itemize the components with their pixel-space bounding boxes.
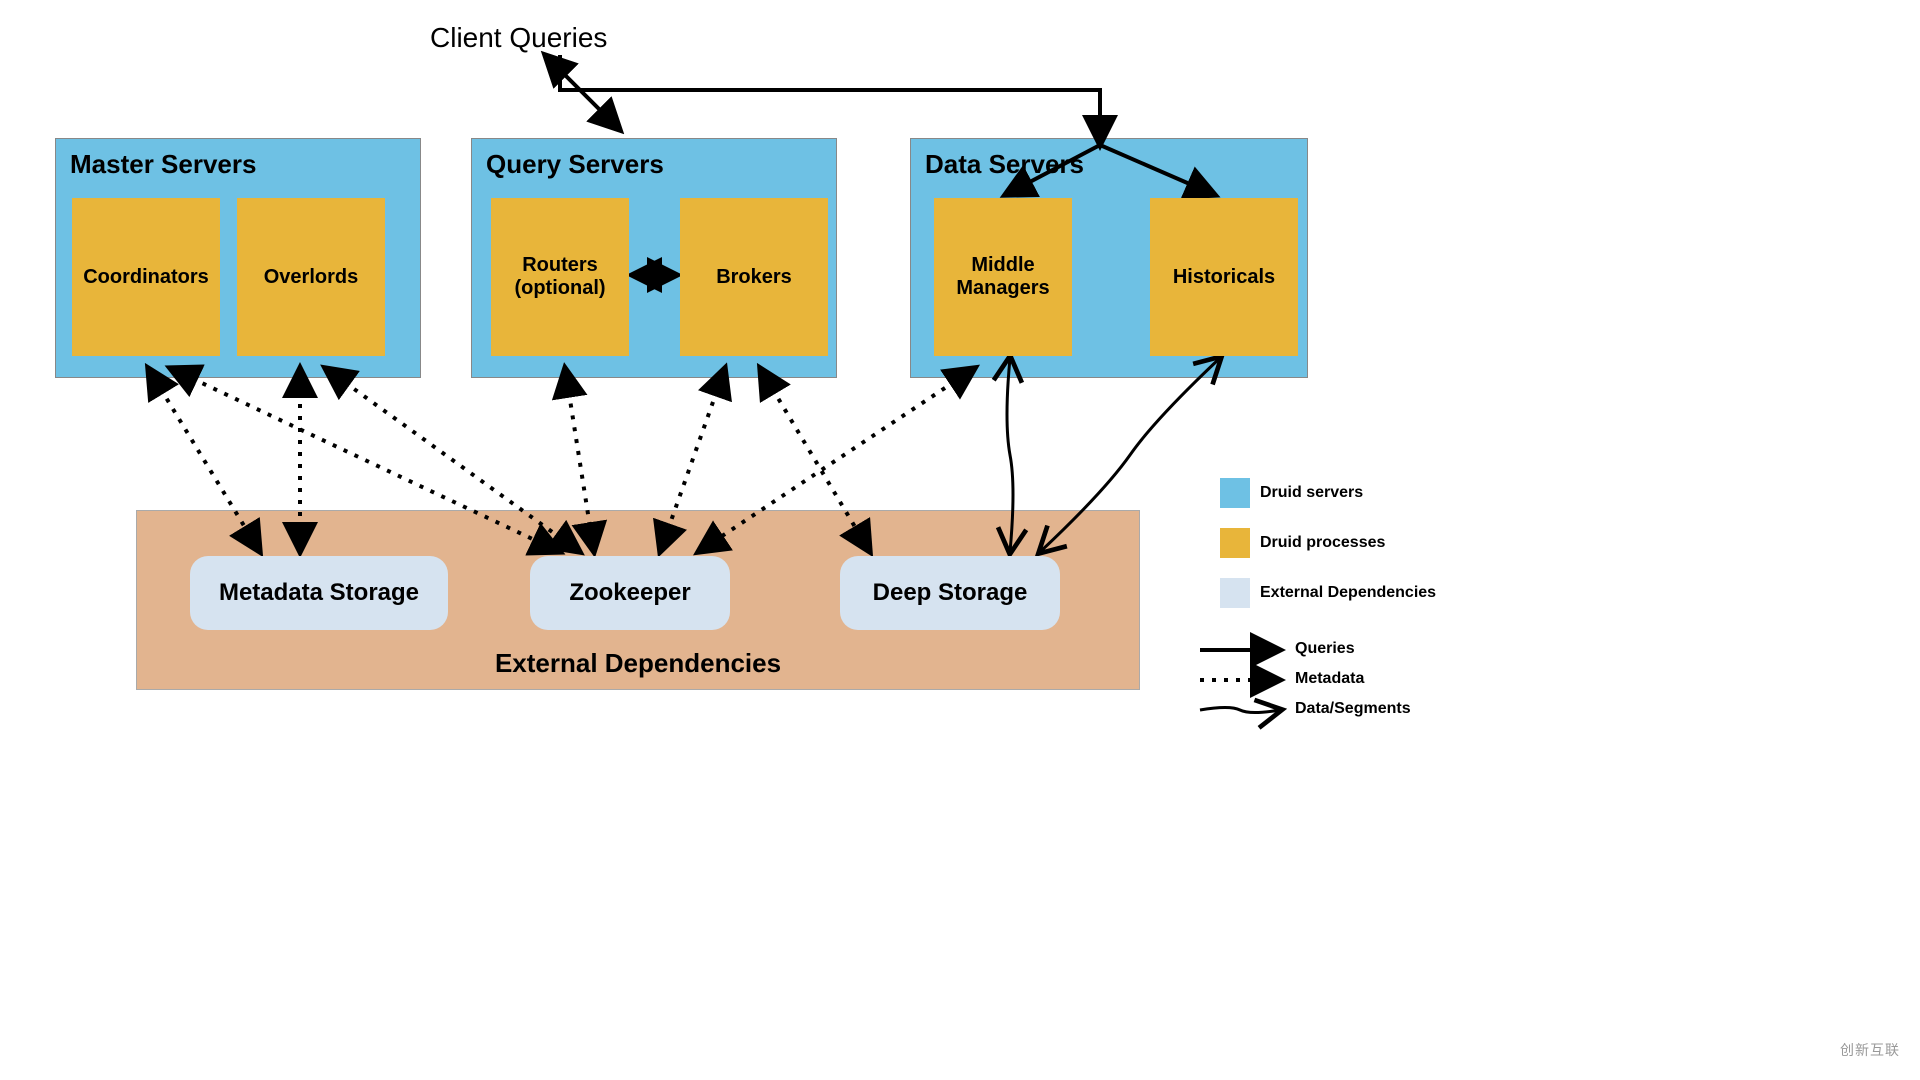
legend-swatch-druid-processes — [1220, 528, 1250, 558]
legend-swatch-ext-deps — [1220, 578, 1250, 608]
metadata-ext-box: Metadata Storage — [190, 556, 448, 630]
middle-process-box: Middle Managers — [934, 198, 1072, 356]
query-group-title: Query Servers — [486, 149, 664, 180]
legend-swatch-druid-servers — [1220, 478, 1250, 508]
historicals-process-box: Historicals — [1150, 198, 1298, 356]
brokers-process-box: Brokers — [680, 198, 828, 356]
deep-ext-box: Deep Storage — [840, 556, 1060, 630]
legend-label-druid-processes: Druid processes — [1260, 534, 1385, 552]
legend-label-ext-deps: External Dependencies — [1260, 584, 1436, 602]
legend-line-segments — [1200, 708, 1280, 713]
external-dependencies-title: External Dependencies — [495, 648, 781, 679]
edge-solid — [560, 55, 1100, 145]
coordinators-process-box: Coordinators — [72, 198, 220, 356]
zookeeper-ext-box: Zookeeper — [530, 556, 730, 630]
watermark-logo: 创新互联 — [1840, 1040, 1900, 1060]
client-queries-label: Client Queries — [430, 22, 607, 54]
edge-solid — [545, 55, 620, 130]
legend-line-label-metadata: Metadata — [1295, 670, 1364, 688]
overlords-process-box: Overlords — [237, 198, 385, 356]
data-group-title: Data Servers — [925, 149, 1084, 180]
master-group-title: Master Servers — [70, 149, 256, 180]
legend-label-druid-servers: Druid servers — [1260, 484, 1363, 502]
legend-line-label-segments: Data/Segments — [1295, 700, 1411, 718]
routers-process-box: Routers (optional) — [491, 198, 629, 356]
legend-line-label-queries: Queries — [1295, 640, 1355, 658]
